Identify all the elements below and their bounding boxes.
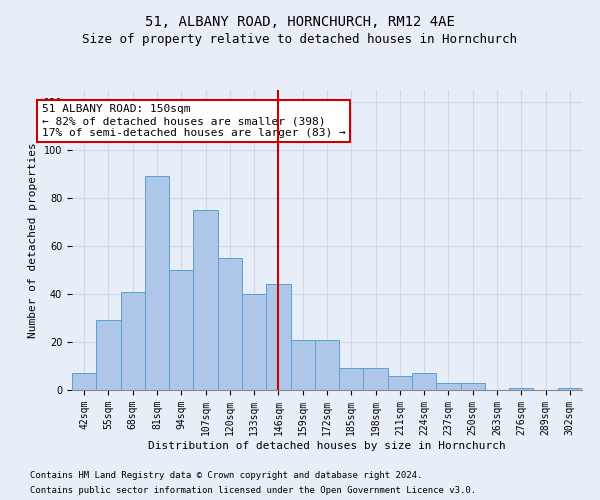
Text: Contains HM Land Registry data © Crown copyright and database right 2024.: Contains HM Land Registry data © Crown c… (30, 471, 422, 480)
Bar (218, 258, 242, 390)
Bar (558, 388, 582, 390)
Text: 51, ALBANY ROAD, HORNCHURCH, RM12 4AE: 51, ALBANY ROAD, HORNCHURCH, RM12 4AE (145, 15, 455, 29)
Bar (290, 340, 315, 390)
Bar (121, 292, 145, 390)
Text: 51 ALBANY ROAD: 150sqm
← 82% of detached houses are smaller (398)
17% of semi-de: 51 ALBANY ROAD: 150sqm ← 82% of detached… (41, 104, 346, 138)
Bar (145, 176, 169, 390)
Bar (96, 320, 121, 390)
Bar (364, 368, 388, 390)
Text: Contains public sector information licensed under the Open Government Licence v3: Contains public sector information licen… (30, 486, 476, 495)
Text: Size of property relative to detached houses in Hornchurch: Size of property relative to detached ho… (83, 32, 517, 46)
Bar (339, 368, 364, 390)
Bar (509, 388, 533, 390)
Bar (169, 270, 193, 390)
Y-axis label: Number of detached properties: Number of detached properties (28, 142, 38, 338)
X-axis label: Distribution of detached houses by size in Hornchurch: Distribution of detached houses by size … (148, 440, 506, 450)
Bar (388, 376, 412, 390)
Bar (461, 383, 485, 390)
Bar (412, 373, 436, 390)
Bar (266, 284, 290, 390)
Bar (193, 210, 218, 390)
Bar (72, 373, 96, 390)
Bar (242, 294, 266, 390)
Bar (315, 340, 339, 390)
Bar (436, 383, 461, 390)
